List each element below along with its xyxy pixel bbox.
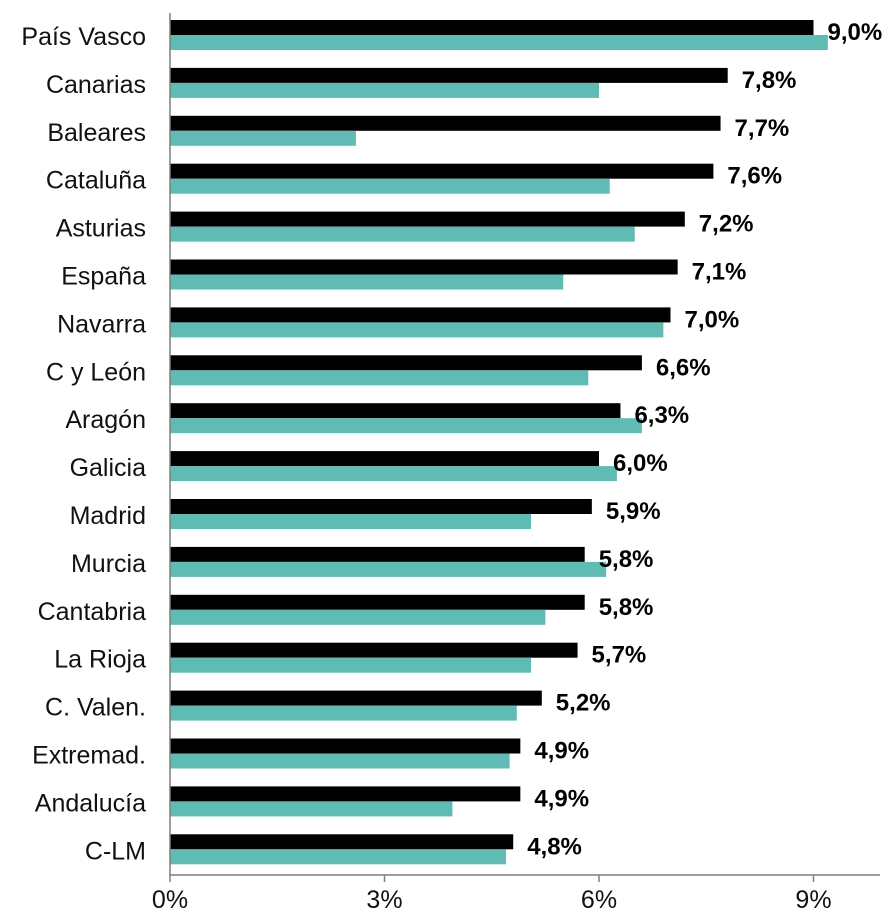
data-label: 6,6% (656, 354, 711, 381)
data-label: 5,9% (606, 498, 661, 525)
bar-series-2 (170, 849, 507, 865)
x-tick-label: 3% (366, 886, 402, 914)
data-label: 7,6% (727, 163, 782, 190)
bar-series-2 (170, 178, 610, 194)
category-label: La Rioja (54, 646, 146, 674)
data-label: 9,0% (828, 19, 883, 46)
bar-series-2 (170, 274, 564, 290)
bar-series-1 (170, 403, 621, 419)
bar-series-1 (170, 642, 578, 658)
bar-series-2 (170, 82, 599, 98)
bar-series-2 (170, 226, 635, 242)
data-label: 4,8% (527, 833, 582, 860)
x-tick-label: 6% (581, 886, 617, 914)
bar-series-1 (170, 499, 592, 514)
category-label: Cataluña (46, 167, 146, 195)
category-label: Extremad. (32, 742, 146, 770)
bars-group (170, 20, 828, 865)
bar-series-2 (170, 418, 642, 434)
data-label: 6,3% (634, 402, 689, 429)
bar-series-1 (170, 211, 685, 227)
category-label: C y León (46, 358, 146, 386)
category-label: Cantabria (38, 598, 146, 626)
category-labels: País Vasco Canarias Baleares Cataluña Asturi… (21, 23, 146, 865)
bar-series-1 (170, 451, 599, 467)
bar-series-1 (170, 20, 814, 35)
category-label: C-LM (85, 837, 146, 865)
bar-series-2 (170, 130, 356, 146)
category-label: C. Valen. (45, 694, 146, 722)
bar-series-1 (170, 307, 671, 323)
bar-series-1 (170, 67, 728, 83)
bar-series-2 (170, 370, 589, 386)
data-label: 5,7% (592, 642, 647, 669)
bar-series-2 (170, 322, 664, 338)
data-label: 5,8% (599, 594, 654, 621)
bar-series-1 (170, 355, 642, 371)
data-label: 7,1% (692, 259, 747, 286)
bar-series-1 (170, 163, 714, 179)
bar-series-1 (170, 690, 542, 706)
category-label: Asturias (56, 215, 146, 243)
bar-series-1 (170, 834, 514, 850)
data-label: 4,9% (534, 785, 589, 812)
bar-series-2 (170, 705, 517, 721)
bar-series-1 (170, 786, 521, 802)
data-label: 6,0% (613, 450, 668, 477)
data-label: 7,7% (735, 115, 790, 142)
bar-series-1 (170, 115, 721, 131)
data-label: 5,2% (556, 690, 611, 717)
bar-series-2 (170, 801, 453, 817)
data-label: 5,8% (599, 546, 654, 573)
category-label: Madrid (70, 502, 146, 530)
bar-series-2 (170, 35, 828, 50)
data-label: 7,2% (699, 211, 754, 238)
category-label: Navarra (57, 310, 146, 338)
bar-series-1 (170, 594, 585, 610)
x-tick-label: 0% (152, 886, 188, 914)
bar-series-1 (170, 546, 585, 562)
x-tick-label: 9% (795, 886, 831, 914)
bar-series-1 (170, 259, 678, 275)
bar-series-1 (170, 738, 521, 754)
data-label: 4,9% (534, 738, 589, 765)
data-labels: 9,0% 7,8% 7,7% 7,6% 7,2% 7,1% 7,0% 6,6% 6,3% 6,0%… (527, 19, 882, 860)
category-label: Aragón (65, 406, 146, 434)
bar-series-2 (170, 561, 607, 577)
category-label: Galicia (70, 454, 147, 482)
category-label: Andalucía (35, 789, 146, 817)
bar-series-2 (170, 514, 532, 529)
data-label: 7,0% (685, 306, 740, 333)
category-label: España (61, 263, 146, 291)
category-label: Baleares (47, 119, 146, 147)
bar-series-2 (170, 657, 532, 673)
bar-series-2 (170, 609, 546, 625)
data-label: 7,8% (742, 67, 797, 94)
category-label: Canarias (46, 71, 146, 99)
category-label: Murcia (71, 550, 146, 578)
bar-series-2 (170, 753, 510, 769)
bar-series-2 (170, 466, 617, 482)
category-label: País Vasco (21, 23, 146, 51)
x-axis-ticks: 0% 3% 6% 9% (152, 875, 832, 914)
